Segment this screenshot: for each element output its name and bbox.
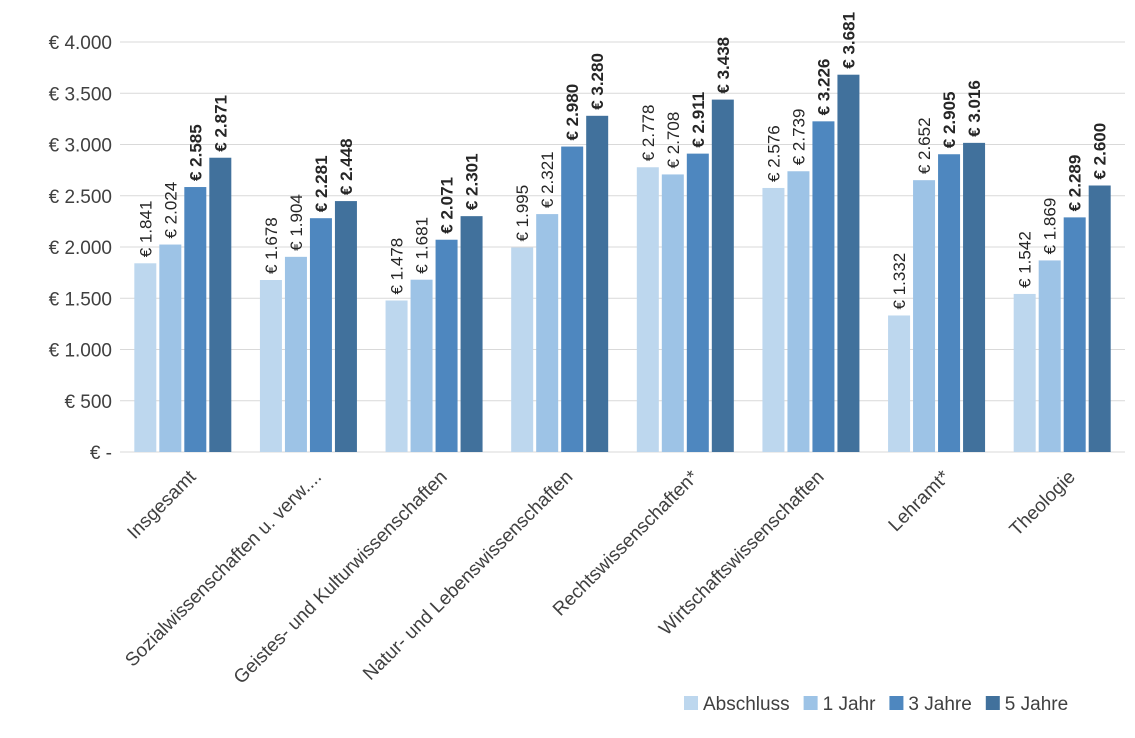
bar [460,216,483,452]
data-label: € 2.708 [664,112,683,169]
bar [636,167,659,452]
bar [1088,185,1111,452]
data-label: € 2.600 [1091,123,1110,180]
bar [435,239,458,452]
legend-label: 5 Jahre [1005,694,1068,715]
data-label: € 2.576 [764,125,783,182]
y-tick-label: € 4.000 [49,33,112,54]
data-label: € 1.678 [262,217,281,274]
legend-label: Abschluss [703,694,790,715]
y-tick-label: € 2.500 [49,187,112,208]
bar [284,256,307,452]
y-tick-label: € 2.000 [49,238,112,259]
bar [1038,260,1061,452]
data-label: € 3.016 [965,80,984,137]
x-tick-label: Geistes- und Kulturwissenschaften [230,467,452,689]
bar [963,142,986,453]
x-tick-label: Sozialwissenschaften u. verw.... [121,467,326,672]
data-label: € 3.438 [714,37,733,94]
y-tick-label: € 500 [64,392,112,413]
y-tick-label: € 3.500 [49,84,112,105]
legend-label: 1 Jahr [823,694,876,715]
bar [184,187,207,452]
y-tick-label: € - [90,443,112,464]
data-label: € 3.226 [814,59,833,116]
bar [309,218,332,452]
bar [1013,293,1036,452]
bar [686,153,709,452]
x-tick-label: Rechtswissenschaften* [549,466,703,620]
bar [1063,217,1086,452]
bar [812,121,835,453]
y-tick-label: € 3.000 [49,136,112,157]
data-label: € 2.448 [337,138,356,195]
x-tick-label: Theologie [1006,467,1080,541]
bars [134,74,1111,453]
bar [561,146,584,453]
data-label: € 2.281 [312,155,331,212]
bar [209,157,232,452]
bar [159,244,182,452]
bar [661,174,684,452]
legend-swatch [803,696,818,710]
data-label: € 1.869 [1041,198,1060,255]
x-tick-label: Lehramt* [885,466,955,536]
data-label: € 2.024 [161,182,180,239]
legend-swatch [684,696,698,710]
data-label: € 3.280 [588,53,607,110]
data-label: € 3.681 [839,12,858,69]
legend-label: 3 Jahre [908,694,971,715]
bar [888,315,911,452]
data-label: € 2.911 [689,92,708,148]
data-label: € 1.841 [136,201,155,258]
legend: Abschluss 1 Jahr 3 Jahre 5 Jahre [684,694,1068,715]
y-tick-label: € 1.500 [49,289,112,310]
data-label: € 2.652 [915,117,934,174]
data-label: € 2.739 [789,109,808,166]
data-label: € 2.071 [438,177,457,234]
bar [259,280,282,452]
data-label: € 1.995 [513,185,532,242]
data-label: € 1.478 [388,238,407,295]
data-label: € 2.289 [1066,155,1085,212]
data-label: € 1.681 [413,217,432,274]
bar [410,279,433,452]
bar [334,201,357,452]
bar [586,115,609,453]
bar [938,154,961,453]
bar [385,300,408,452]
data-label: € 2.585 [186,124,205,181]
x-tick-label: Insgesamt [124,466,201,543]
bar [913,180,936,453]
data-label: € 2.778 [639,105,658,162]
y-tick-label: € 1.000 [49,341,112,362]
bar [711,99,734,452]
legend-swatch [985,696,1000,710]
legend-swatch [889,696,904,710]
bar [511,247,534,452]
data-label: € 1.904 [287,194,306,251]
data-labels: € 1.841 € 2.024 € 2.585 € 2.871 € 1.678 € 1.9… [136,12,1109,310]
bar [134,263,157,452]
data-label: € 2.905 [940,92,959,149]
data-label: € 2.321 [538,151,557,208]
x-tick-label: Natur- und Lebenswissenschaften [359,467,577,685]
bar [762,187,785,452]
bar [536,214,559,452]
y-axis: € - € 500 € 1.000 € 1.500 € 2.000 € 2.500 € 3.… [49,33,112,464]
data-label: € 1.542 [1016,231,1035,288]
bar [837,74,860,452]
bar [787,171,810,452]
data-label: € 2.980 [563,84,582,141]
data-label: € 2.871 [211,95,230,152]
data-label: € 2.301 [463,153,482,210]
data-label: € 1.332 [890,253,909,310]
